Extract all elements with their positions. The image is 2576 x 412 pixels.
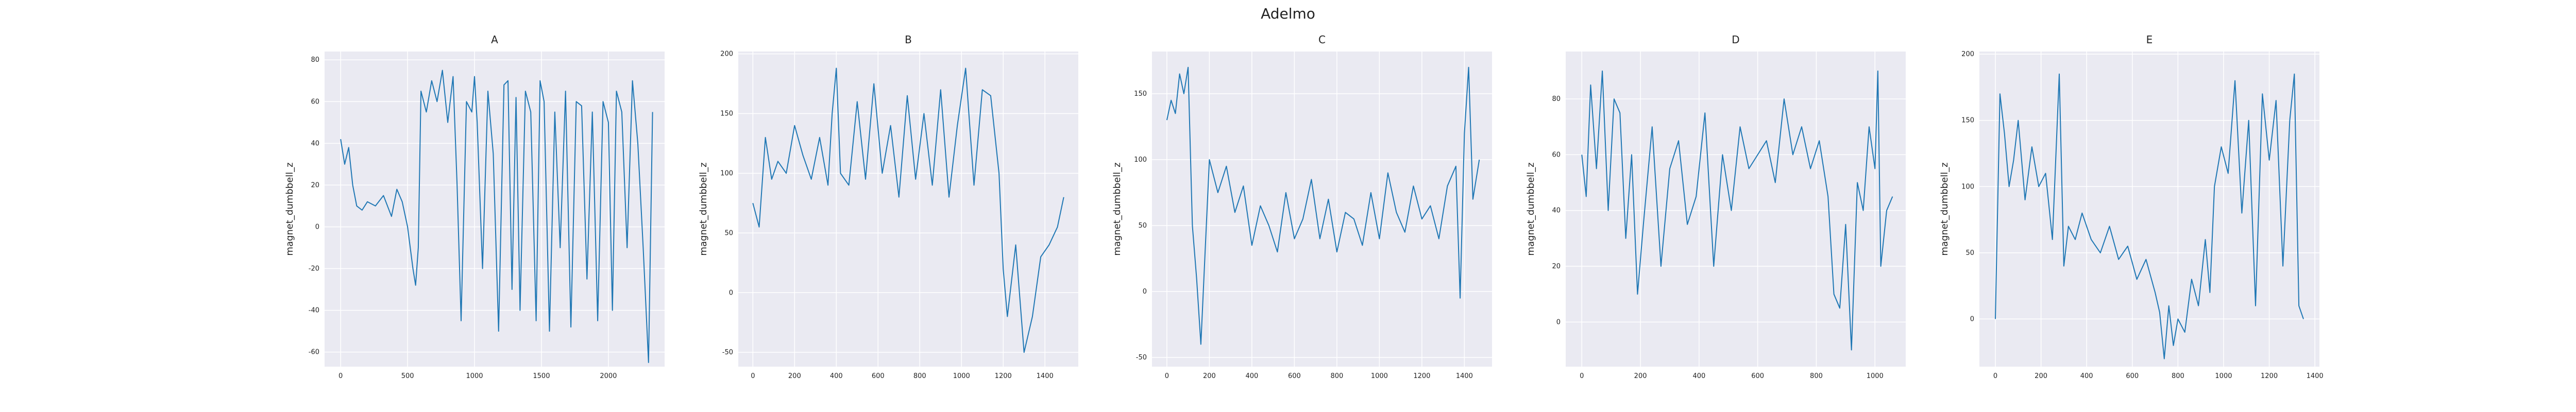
x-tick-label: 1000 [1867, 372, 1884, 380]
figure-suptitle: Adelmo [1261, 5, 1315, 22]
y-tick-label: 80 [311, 56, 319, 64]
y-tick-label: 20 [311, 181, 319, 189]
x-tick-label: 600 [1751, 372, 1764, 380]
panel-title: B [905, 33, 912, 46]
chart-panel-c: 0 200 400 600 800 1000 1200 1400 -50 0 50 100 150 Cma… [1112, 33, 1492, 380]
y-axis-label: magnet_dumbbell_z [1526, 162, 1536, 255]
y-tick-label: 20 [1552, 263, 1561, 270]
chart-panel-d: 0 200 400 600 800 1000 0 20 40 60 80 Dmagnet_dumbbe… [1526, 33, 1906, 380]
y-tick-label: -50 [722, 349, 733, 356]
x-tick-label: 1400 [1456, 372, 1473, 380]
y-tick-label: 100 [1961, 183, 1974, 191]
x-tick-label: 1400 [1037, 372, 1054, 380]
chart-panel-b: 0 200 400 600 800 1000 1200 1400 -50 0 50 100 150 200… [698, 33, 1078, 380]
y-tick-label: -40 [309, 307, 319, 315]
y-tick-label: -60 [309, 349, 319, 356]
x-tick-label: 1000 [953, 372, 970, 380]
x-tick-label: 0 [338, 372, 343, 380]
x-tick-label: 1000 [1371, 372, 1388, 380]
y-axis-label: magnet_dumbbell_z [698, 162, 709, 255]
chart-panel-a: 0 500 1000 1500 2000 -60 -40 -20 0 20 40 60 80 Amagne… [284, 33, 665, 380]
series-line [1995, 73, 2304, 359]
y-tick-label: 150 [1134, 90, 1147, 98]
y-tick-label: 50 [724, 229, 733, 237]
y-tick-label: 0 [1970, 315, 1974, 323]
chart-panel-e: 0 200 400 600 800 1000 1200 1400 0 50 100 150 200 Ema… [1939, 33, 2324, 380]
y-tick-label: 40 [311, 140, 319, 147]
plot-area [1566, 52, 1906, 367]
x-tick-label: 1000 [466, 372, 483, 380]
x-tick-label: 500 [401, 372, 414, 380]
x-tick-label: 1000 [2215, 372, 2232, 380]
x-tick-label: 800 [913, 372, 926, 380]
x-tick-label: 200 [1203, 372, 1216, 380]
x-tick-label: 800 [2172, 372, 2184, 380]
x-tick-label: 800 [1810, 372, 1823, 380]
x-tick-label: 2000 [600, 372, 617, 380]
plot-area [1152, 52, 1492, 367]
x-tick-label: 800 [1330, 372, 1343, 380]
x-tick-label: 1500 [533, 372, 550, 380]
x-tick-label: 600 [2126, 372, 2139, 380]
y-tick-label: 200 [1961, 50, 1974, 58]
x-tick-label: 600 [1288, 372, 1301, 380]
y-tick-label: -50 [1136, 354, 1147, 362]
x-tick-label: 0 [751, 372, 755, 380]
x-tick-label: 400 [830, 372, 843, 380]
panel-title: E [2146, 33, 2153, 46]
x-tick-label: 1200 [1413, 372, 1430, 380]
series-line [752, 67, 1064, 353]
plot-area [738, 52, 1078, 367]
panel-title: A [491, 33, 498, 46]
x-tick-label: 400 [2080, 372, 2093, 380]
x-tick-label: 1200 [2261, 372, 2278, 380]
y-tick-label: 0 [1143, 288, 1147, 296]
x-tick-label: 400 [1245, 372, 1258, 380]
y-tick-label: 100 [1134, 156, 1147, 164]
y-tick-label: 0 [1556, 318, 1561, 326]
panel-title: D [1732, 33, 1739, 46]
plot-area [1979, 52, 2319, 367]
x-tick-label: 200 [2035, 372, 2047, 380]
x-tick-label: 0 [1165, 372, 1169, 380]
series-line [1166, 66, 1480, 345]
y-tick-label: 0 [315, 223, 319, 231]
x-tick-label: 0 [1993, 372, 1997, 380]
panel-title: C [1318, 33, 1326, 46]
y-tick-label: 80 [1552, 95, 1561, 103]
y-axis-label: magnet_dumbbell_z [1939, 162, 1950, 255]
y-tick-label: 150 [720, 110, 733, 118]
series-line [340, 70, 653, 363]
x-tick-label: 0 [1580, 372, 1584, 380]
y-tick-label: 60 [311, 98, 319, 106]
x-tick-label: 200 [788, 372, 801, 380]
y-tick-label: 150 [1961, 117, 1974, 125]
x-tick-label: 600 [872, 372, 885, 380]
y-tick-label: 50 [1965, 249, 1974, 257]
x-tick-label: 1200 [995, 372, 1012, 380]
y-tick-label: -20 [309, 265, 319, 273]
x-tick-label: 1400 [2307, 372, 2324, 380]
y-axis-label: magnet_dumbbell_z [1112, 162, 1123, 255]
x-tick-label: 200 [1634, 372, 1647, 380]
y-tick-label: 60 [1552, 151, 1561, 159]
y-tick-label: 200 [720, 50, 733, 58]
y-tick-label: 50 [1138, 222, 1147, 230]
x-tick-label: 400 [1692, 372, 1705, 380]
y-tick-label: 0 [729, 289, 733, 297]
y-axis-label: magnet_dumbbell_z [284, 162, 295, 255]
y-tick-label: 40 [1552, 207, 1561, 215]
y-tick-label: 100 [720, 169, 733, 177]
series-line [1581, 70, 1893, 351]
